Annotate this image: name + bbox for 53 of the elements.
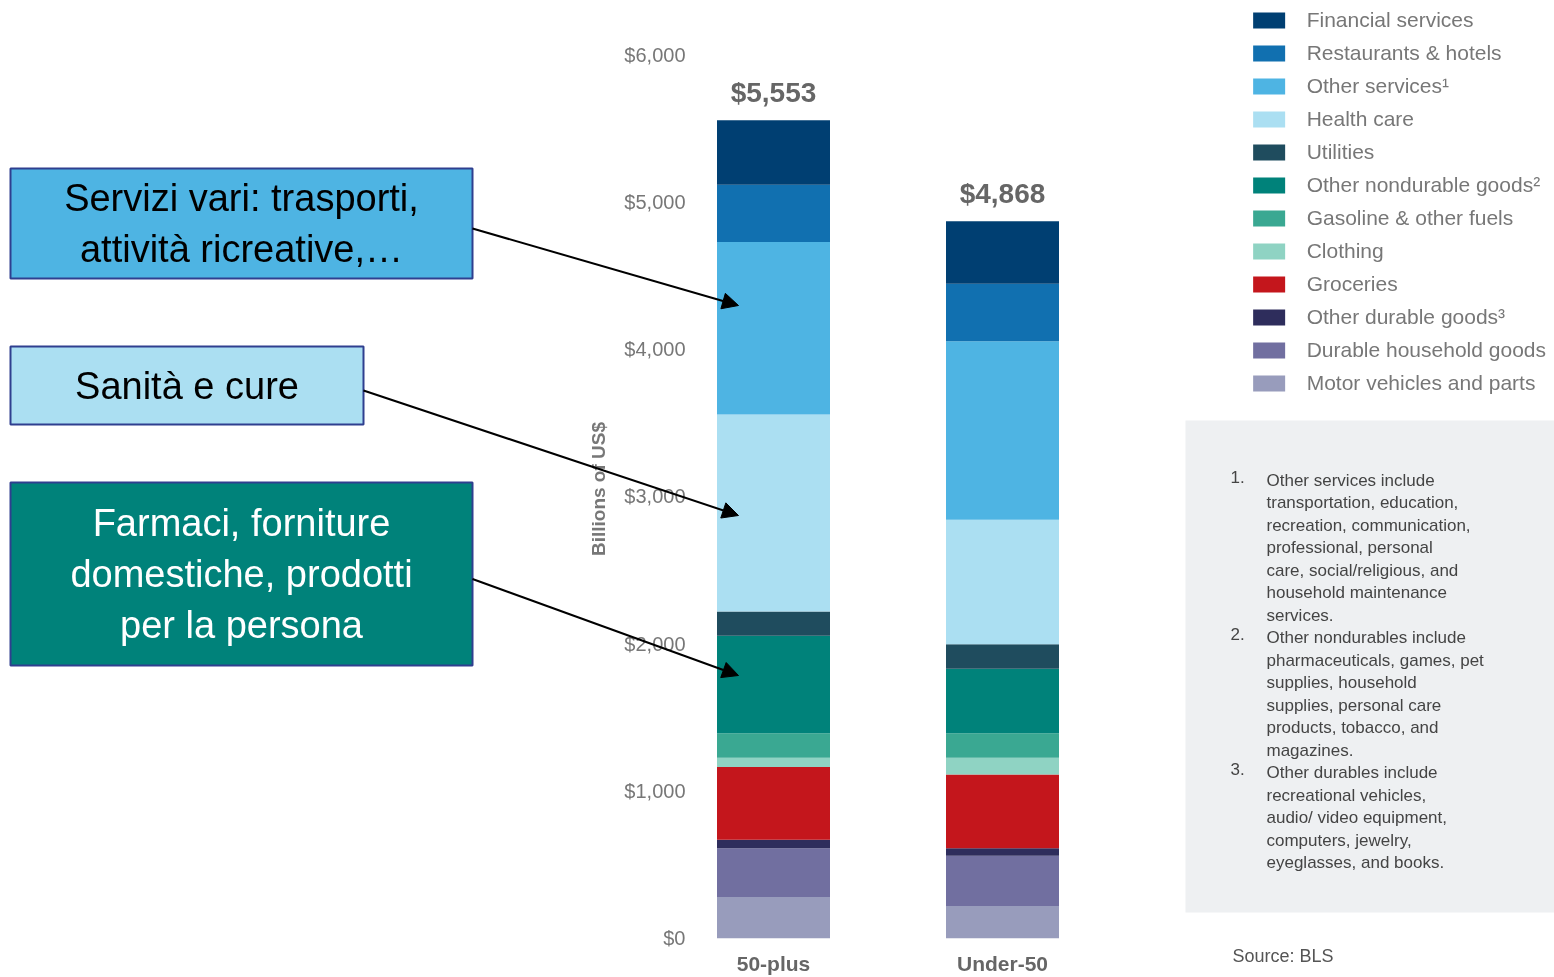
legend-label: Utilities bbox=[1306, 140, 1375, 164]
bar bbox=[717, 241, 830, 415]
y-tick-label: $1,000 bbox=[624, 779, 686, 802]
legend-label: Durable household goods bbox=[1306, 338, 1546, 362]
bar bbox=[717, 897, 830, 939]
bar bbox=[717, 757, 830, 767]
bar bbox=[717, 120, 830, 185]
legend-label: Other services¹ bbox=[1306, 74, 1450, 98]
bar bbox=[946, 905, 1059, 939]
bar bbox=[946, 757, 1059, 775]
text: 1. Other services include transportation, education, recreation, communication, professional, personal care, social/religious, and household maintenance services. bbox=[1230, 467, 1471, 625]
total-label: $4,868 bbox=[959, 178, 1046, 210]
bar bbox=[946, 774, 1059, 849]
legend-label: Other durable goods³ bbox=[1306, 305, 1506, 329]
legend-label: Groceries bbox=[1306, 272, 1398, 296]
y-tick-label: $0 bbox=[663, 927, 686, 950]
legend-label: Gasoline & other fuels bbox=[1306, 206, 1514, 230]
legend-label: Other nondurable goods² bbox=[1306, 173, 1541, 197]
bar bbox=[717, 848, 830, 898]
bar bbox=[946, 341, 1059, 520]
bar bbox=[946, 855, 1059, 906]
bar bbox=[946, 668, 1059, 734]
legend-label: Restaurants & hotels bbox=[1306, 41, 1502, 65]
text: 2. Other nondurables include pharmaceuticals, games, pet supplies, household supplies, personal care products, tobacco, and magazines. bbox=[1230, 625, 1484, 760]
y-tick-label: $5,000 bbox=[624, 190, 686, 213]
legend-label: Clothing bbox=[1306, 239, 1384, 263]
text: Servizi vari: trasporti, attività ricreative,… bbox=[64, 177, 419, 270]
bar bbox=[717, 766, 830, 840]
bar bbox=[946, 848, 1059, 856]
y-tick-label: $4,000 bbox=[624, 338, 686, 361]
bar bbox=[717, 184, 830, 242]
source-note: Source: BLS bbox=[1232, 945, 1334, 966]
bar bbox=[946, 519, 1059, 645]
x-tick-label: 50-plus bbox=[736, 952, 811, 976]
bar bbox=[946, 733, 1059, 758]
text: Farmaci, forniture domestiche, prodotti per la persona bbox=[70, 502, 413, 646]
y-tick-label: $6,000 bbox=[624, 43, 686, 66]
bar bbox=[717, 635, 830, 734]
bar bbox=[717, 414, 830, 612]
text: 3. Other durables include recreational vehicles, audio/ video equipment, computers, jewelry, eyeglasses, and books. bbox=[1230, 760, 1448, 872]
bar bbox=[946, 283, 1059, 342]
y-tick-label: $3,000 bbox=[624, 485, 686, 508]
bar bbox=[717, 839, 830, 849]
bar bbox=[946, 644, 1059, 669]
total-label: $5,553 bbox=[730, 77, 817, 109]
bar bbox=[717, 611, 830, 636]
legend-label: Motor vehicles and parts bbox=[1306, 371, 1536, 395]
bar bbox=[717, 733, 830, 758]
legend-label: Health care bbox=[1306, 107, 1415, 131]
text: Sanità e cure bbox=[75, 364, 299, 407]
x-tick-label: Under-50 bbox=[956, 952, 1049, 976]
legend-label: Financial services bbox=[1306, 8, 1474, 32]
bar bbox=[946, 221, 1059, 284]
